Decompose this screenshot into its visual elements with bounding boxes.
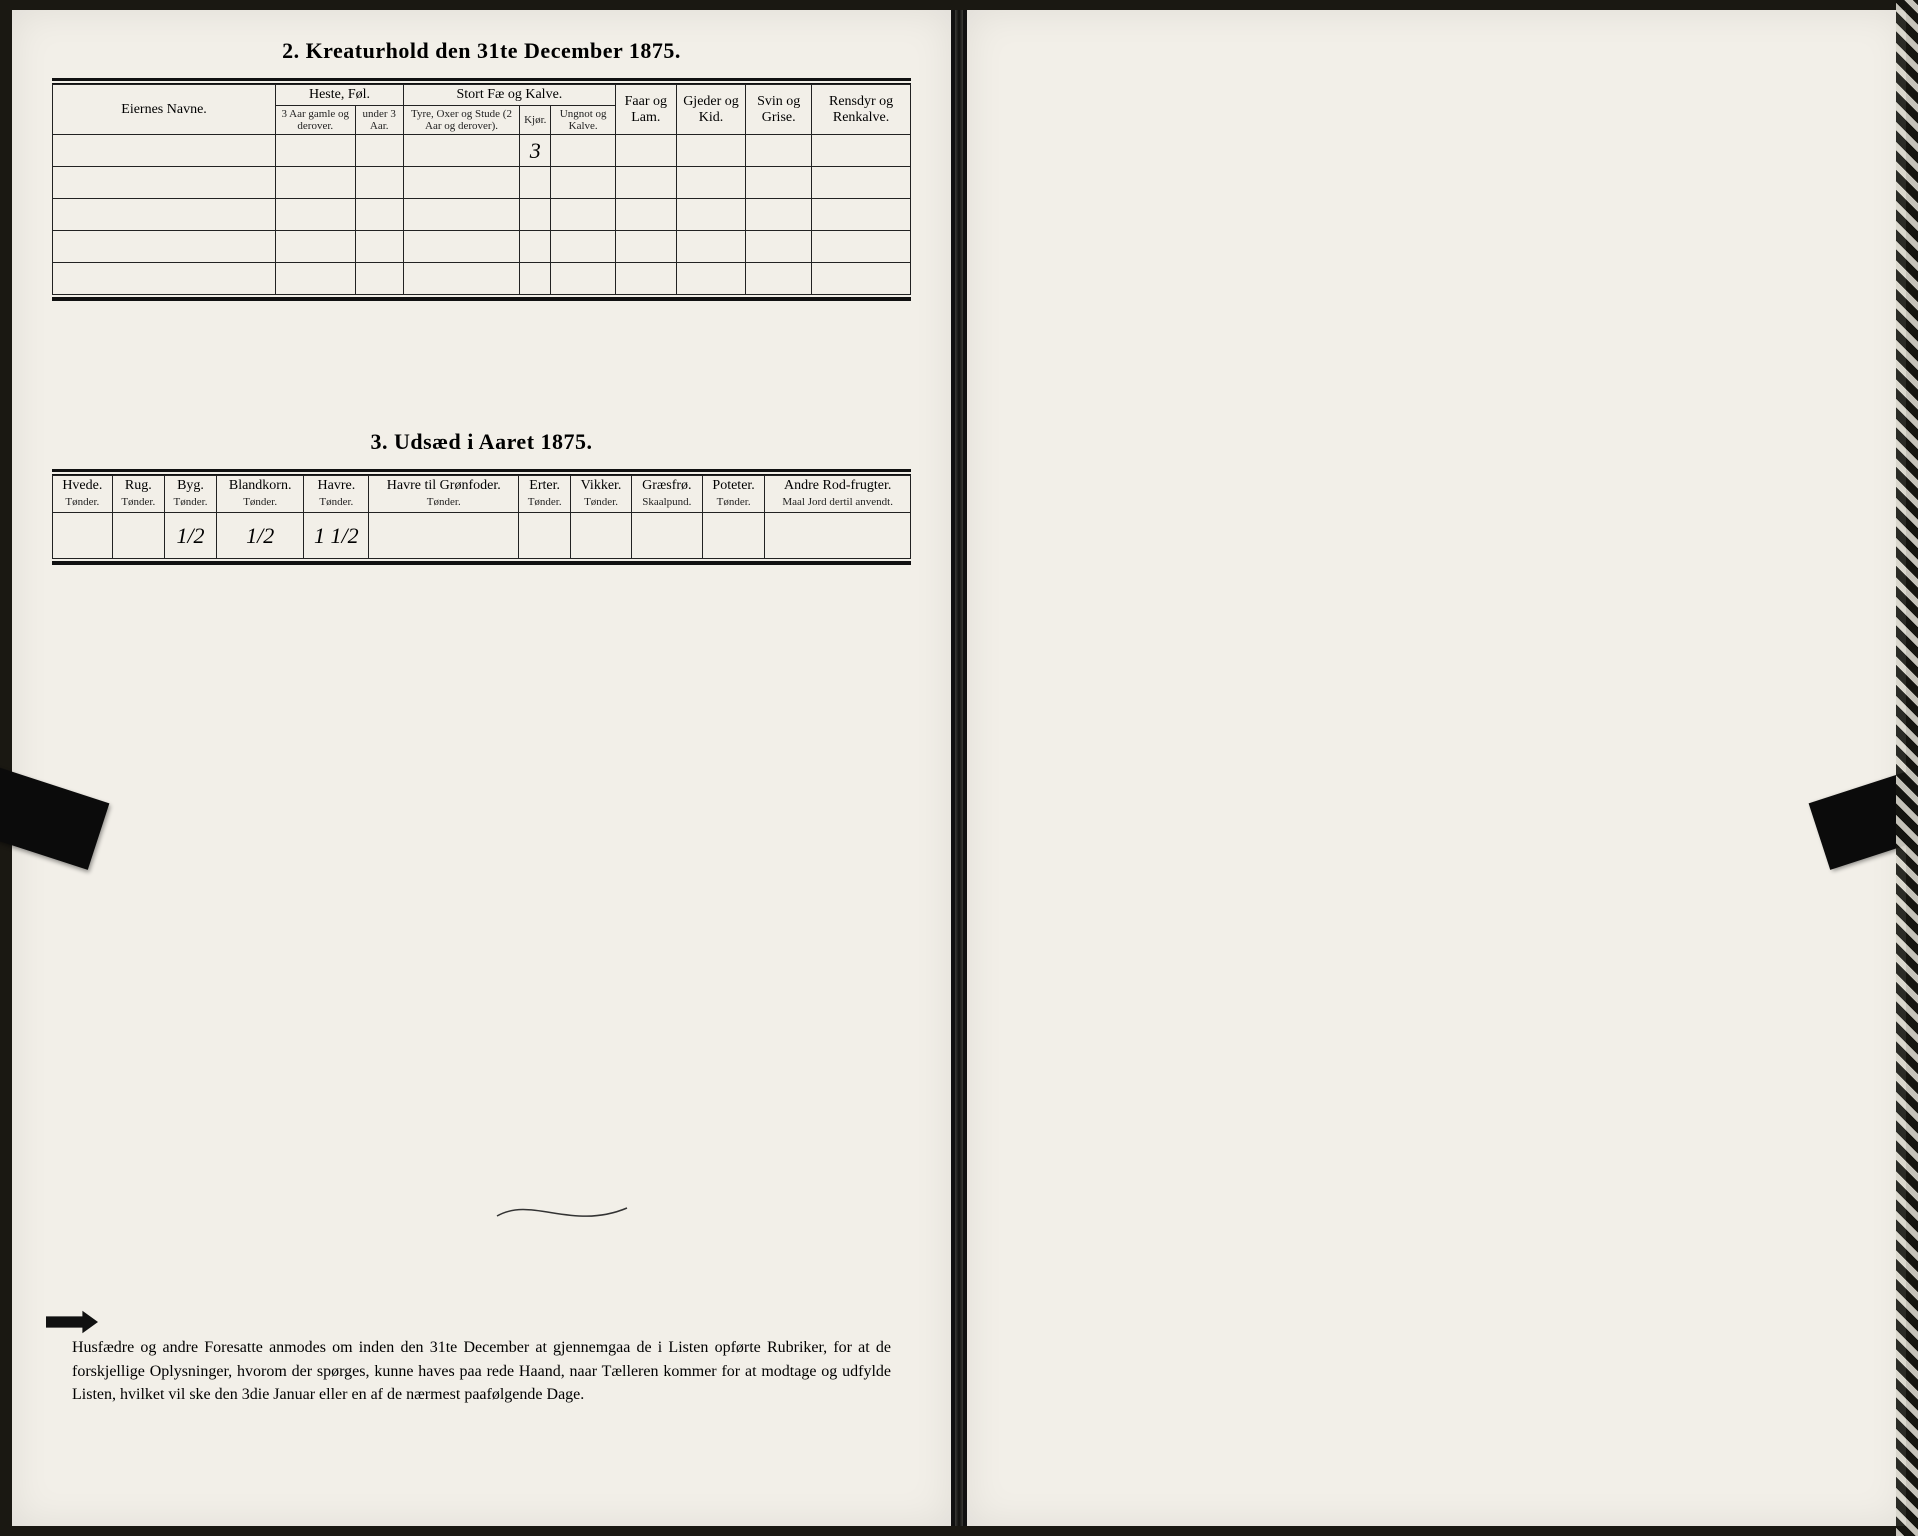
col-rug: Rug.Tønder. xyxy=(112,476,164,513)
table-row: 3 xyxy=(53,135,911,167)
rule xyxy=(52,469,911,472)
col-vikker: Vikker.Tønder. xyxy=(571,476,632,513)
scan-edge-noise xyxy=(1896,0,1918,1536)
col-havre: Havre.Tønder. xyxy=(304,476,369,513)
table-row xyxy=(53,263,911,295)
col-poteter: Poteter.Tønder. xyxy=(702,476,765,513)
col-erter: Erter.Tønder. xyxy=(519,476,571,513)
col-goats: Gjeder og Kid. xyxy=(676,85,746,135)
rule xyxy=(52,562,911,565)
col-hvede: Hvede.Tønder. xyxy=(53,476,113,513)
col-cattle-sub1: Tyre, Oxer og Stude (2 Aar og derover). xyxy=(403,106,519,135)
col-owners: Eiernes Navne. xyxy=(53,85,276,135)
table-row: 1/2 1/2 1 1/2 xyxy=(53,513,911,559)
pointing-hand-icon xyxy=(46,1308,98,1336)
col-rodfrugter: Andre Rod-frugter.Maal Jord dertil anven… xyxy=(765,476,911,513)
book-spread: 2. Kreaturhold den 31te December 1875. E… xyxy=(12,10,1906,1526)
book-gutter xyxy=(955,10,963,1526)
col-horses-sub1: 3 Aar gamle og derover. xyxy=(276,106,355,135)
col-cattle-sub3: Ungnot og Kalve. xyxy=(551,106,615,135)
section3-title: 3. Udsæd i Aaret 1875. xyxy=(52,429,911,455)
col-cattle-sub2: Kjør. xyxy=(520,106,551,135)
col-havre-gronf: Havre til Grønfoder.Tønder. xyxy=(369,476,519,513)
col-graesfro: Græsfrø.Skaalpund. xyxy=(631,476,702,513)
table-row xyxy=(53,231,911,263)
sowing-table: Hvede.Tønder. Rug.Tønder. Byg.Tønder. Bl… xyxy=(52,475,911,559)
cell-blandkorn: 1/2 xyxy=(217,513,304,559)
left-page: 2. Kreaturhold den 31te December 1875. E… xyxy=(12,10,951,1526)
col-sheep: Faar og Lam. xyxy=(615,85,676,135)
livestock-table: Eiernes Navne. Heste, Føl. Stort Fæ og K… xyxy=(52,84,911,295)
right-page xyxy=(967,10,1906,1526)
binder-clip-left xyxy=(0,760,109,870)
cell-kjor-value: 3 xyxy=(520,135,551,167)
table-row xyxy=(53,199,911,231)
flourish-mark xyxy=(492,1196,632,1226)
col-reindeer: Rensdyr og Renkalve. xyxy=(812,85,911,135)
section2-title: 2. Kreaturhold den 31te December 1875. xyxy=(52,38,911,64)
col-blandkorn: Blandkorn.Tønder. xyxy=(217,476,304,513)
col-cattle: Stort Fæ og Kalve. xyxy=(403,85,615,106)
cell-havre: 1 1/2 xyxy=(304,513,369,559)
footnote-text: Husfædre og andre Foresatte anmodes om i… xyxy=(72,1336,891,1406)
cell-byg: 1/2 xyxy=(164,513,216,559)
col-pigs: Svin og Grise. xyxy=(746,85,812,135)
col-horses: Heste, Føl. xyxy=(276,85,404,106)
rule xyxy=(52,78,911,81)
table-row xyxy=(53,167,911,199)
col-byg: Byg.Tønder. xyxy=(164,476,216,513)
left-page-content: 2. Kreaturhold den 31te December 1875. E… xyxy=(52,30,911,565)
col-horses-sub2: under 3 Aar. xyxy=(355,106,403,135)
